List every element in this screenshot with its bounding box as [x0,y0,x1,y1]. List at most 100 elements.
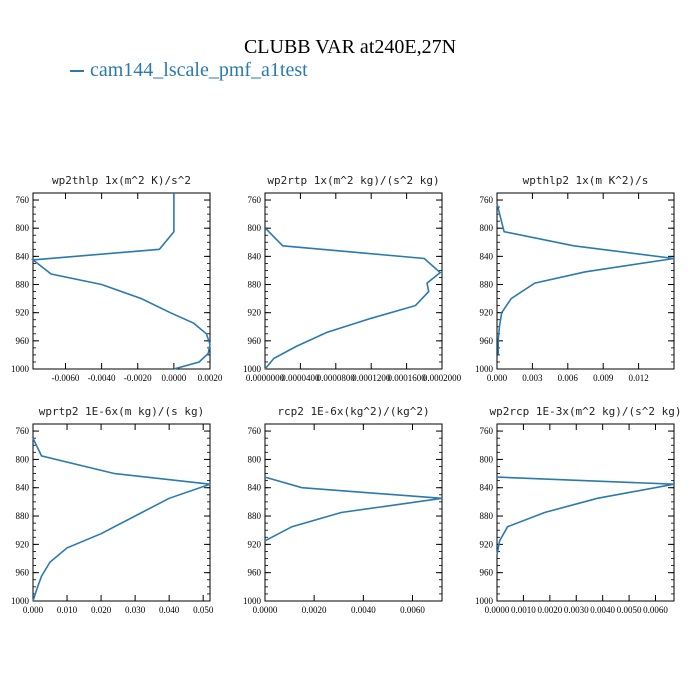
y-tick-label: 1000 [11,364,30,374]
x-tick-label: 0.040 [159,605,180,615]
y-tick-label: 800 [16,223,30,233]
y-tick-label: 920 [16,308,30,318]
y-tick-label: 960 [248,568,262,578]
x-tick-label: 0.006 [558,373,579,383]
plot-frame [32,192,211,370]
panel-3: wpthlp2 1x(m K^2)/s 760 800 840 880 920 960 100… [475,174,675,383]
y-tick-label: 1000 [475,364,494,374]
y-tick-label: 880 [248,511,262,521]
y-tick-label: 760 [248,195,262,205]
plot-frame [32,423,211,602]
panel-title: wprtp2 1E-6x(m kg)/(s kg) [39,405,205,418]
y-tick-label: 760 [16,426,30,436]
x-tick-label: 0.0000000 [246,373,285,383]
x-tick-label: 0.0020 [198,373,223,383]
series-line-1 [496,203,675,355]
y-tick-label: 800 [248,454,262,464]
x-tick-label: 0.003 [522,373,543,383]
y-tick-label: 840 [16,483,30,493]
series-line-1 [32,437,211,602]
y-tick-label: 840 [480,251,494,261]
x-tick-label: 0.000 [23,605,44,615]
x-tick-label: -0.0060 [52,373,80,383]
y-tick-label: 1000 [475,596,494,606]
y-tick-label: 800 [248,223,262,233]
x-tick-label: 0.0040 [351,605,376,615]
plot-frame [496,192,675,370]
panel-title: wp2thlp 1x(m^2 K)/s^2 [52,174,191,187]
y-tick-label: 920 [480,308,494,318]
y-tick-label: 960 [16,336,30,346]
y-tick-label: 960 [248,336,262,346]
plot-frame [496,423,675,602]
y-tick-label: 920 [16,539,30,549]
x-tick-label: 0.0060 [400,605,425,615]
panel-4: wprtp2 1E-6x(m kg)/(s kg) 760 800 840 880 920… [11,405,214,615]
series-line-1 [264,476,443,542]
x-tick-label: 0.0060 [643,605,668,615]
x-tick-label: 0.0000800 [317,373,356,383]
series-line-1 [496,476,675,556]
y-tick-label: 840 [480,483,494,493]
legend-line-swatch [70,70,84,73]
y-tick-label: 760 [16,195,30,205]
x-tick-label: -0.0020 [124,373,152,383]
x-tick-label: 0.0000 [253,605,278,615]
x-tick-label: 0.0000 [485,605,510,615]
legend: cam144_lscale_pmf_a1test [70,59,308,82]
x-tick-label: 0.020 [91,605,112,615]
figure-title: CLUBB VAR at240E,27N [243,36,457,58]
y-tick-label: 880 [480,511,494,521]
x-tick-label: 0.0010 [511,605,536,615]
y-tick-label: 1000 [243,596,262,606]
y-tick-label: 920 [480,539,494,549]
y-tick-label: 760 [248,426,262,436]
y-tick-label: 840 [248,251,262,261]
x-tick-label: 0.0000 [162,373,187,383]
x-tick-label: 0.010 [57,605,78,615]
panel-2: wp2rtp 1x(m^2 kg)/(s^2 kg) 760 800 840 880 92… [243,174,462,383]
panel-5: rcp2 1E-6x(kg^2)/(kg^2) 760 800 840 880 920 96… [243,405,443,615]
x-tick-label: 0.0030 [564,605,589,615]
y-tick-label: 960 [480,568,494,578]
legend-label: cam144_lscale_pmf_a1test [90,59,308,81]
x-tick-label: 0.0050 [617,605,642,615]
plot-frame [264,192,443,370]
x-tick-label: 0.0002000 [423,373,462,383]
y-tick-label: 760 [480,426,494,436]
panel-title: wp2rcp 1E-3x(m^2 kg)/(s^2 kg) [489,405,681,418]
y-tick-label: 800 [480,223,494,233]
panel-title: wp2rtp 1x(m^2 kg)/(s^2 kg) [267,174,439,187]
y-tick-label: 760 [480,195,494,205]
y-tick-label: 800 [480,454,494,464]
x-tick-label: 0.0001200 [352,373,391,383]
y-tick-label: 880 [480,280,494,290]
y-tick-label: 800 [16,454,30,464]
x-tick-label: 0.000 [487,373,508,383]
series-line-1 [264,227,442,370]
panel-title: wpthlp2 1x(m K^2)/s [523,174,649,187]
x-tick-label: -0.0040 [88,373,116,383]
panel-6: wp2rcp 1E-3x(m^2 kg)/(s^2 kg) 760 800 840 88… [475,405,682,615]
panel-1: wp2thlp 1x(m^2 K)/s^2 760 800 840 880 920 960 1… [11,174,223,383]
series-line-1 [30,193,211,370]
x-tick-label: 0.0020 [302,605,327,615]
y-tick-label: 840 [248,483,262,493]
y-tick-label: 960 [16,568,30,578]
x-tick-label: 0.0000400 [281,373,320,383]
y-tick-label: 1000 [243,364,262,374]
x-tick-label: 0.0001600 [387,373,426,383]
y-tick-label: 880 [16,280,30,290]
y-tick-label: 920 [248,308,262,318]
plot-frame [264,423,443,602]
y-tick-label: 840 [16,251,30,261]
x-tick-label: 0.0020 [537,605,562,615]
y-tick-label: 880 [248,280,262,290]
panel-title: rcp2 1E-6x(kg^2)/(kg^2) [277,405,429,418]
y-tick-label: 1000 [11,596,30,606]
x-tick-label: 0.030 [125,605,146,615]
x-tick-label: 0.012 [628,373,648,383]
x-tick-label: 0.0040 [590,605,615,615]
y-tick-label: 960 [480,336,494,346]
